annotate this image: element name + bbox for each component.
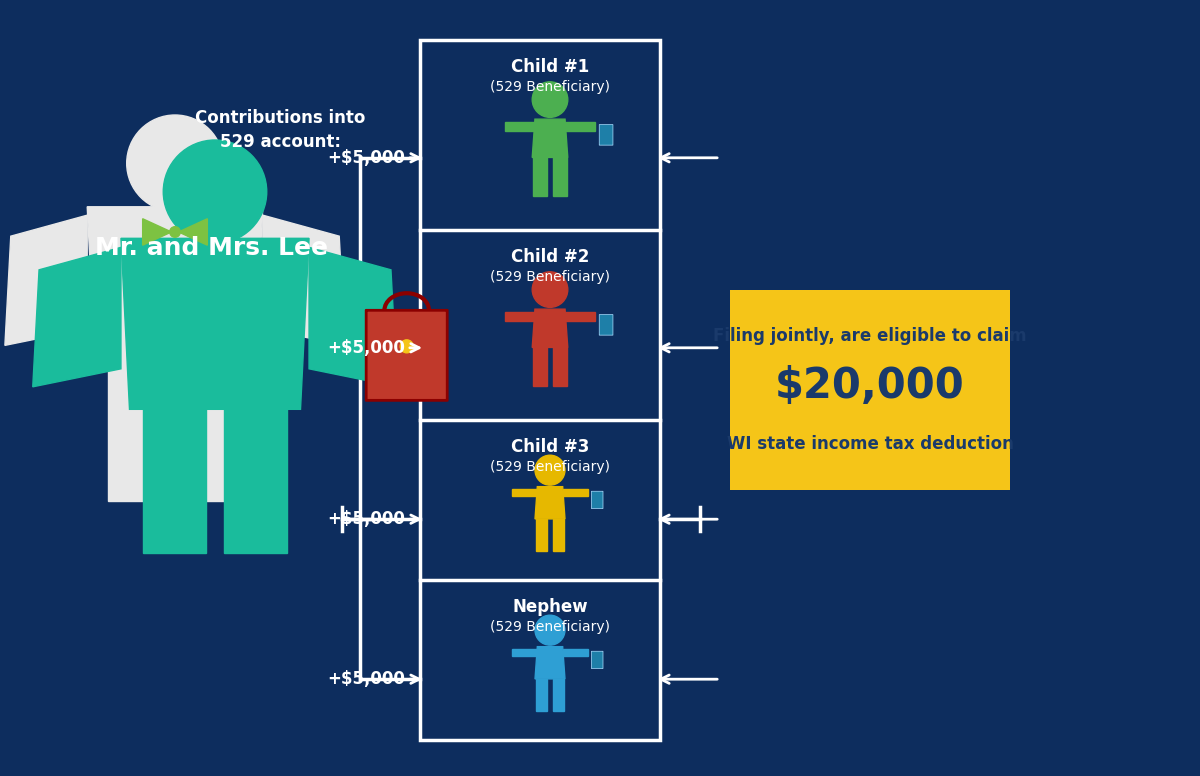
Text: +$5,000: +$5,000: [328, 670, 406, 688]
Text: Filing jointly, are eligible to claim: Filing jointly, are eligible to claim: [713, 327, 1027, 345]
Polygon shape: [512, 489, 538, 497]
Polygon shape: [32, 248, 121, 386]
Polygon shape: [563, 489, 588, 497]
FancyBboxPatch shape: [592, 651, 604, 669]
Text: (529 Beneficiary): (529 Beneficiary): [490, 620, 610, 634]
Polygon shape: [310, 248, 397, 386]
Polygon shape: [553, 679, 564, 711]
Polygon shape: [535, 646, 565, 679]
Polygon shape: [535, 519, 547, 551]
Text: Mr. and Mrs. Lee: Mr. and Mrs. Lee: [95, 236, 328, 260]
Polygon shape: [553, 158, 568, 196]
Polygon shape: [505, 312, 535, 320]
Polygon shape: [263, 215, 346, 345]
FancyBboxPatch shape: [599, 125, 613, 145]
Circle shape: [163, 140, 266, 244]
Polygon shape: [533, 348, 546, 386]
Text: +$5,000: +$5,000: [328, 149, 406, 167]
Polygon shape: [553, 519, 564, 551]
FancyBboxPatch shape: [599, 314, 613, 335]
Text: (529 Beneficiary): (529 Beneficiary): [490, 80, 610, 94]
Polygon shape: [565, 122, 595, 131]
Circle shape: [535, 456, 565, 485]
Polygon shape: [565, 312, 595, 320]
Text: Contributions into
529 account:: Contributions into 529 account:: [194, 109, 365, 151]
FancyBboxPatch shape: [366, 310, 448, 400]
Polygon shape: [143, 409, 206, 553]
Text: Child #3: Child #3: [511, 438, 589, 456]
Text: Child #2: Child #2: [511, 248, 589, 266]
Polygon shape: [184, 366, 242, 501]
Polygon shape: [143, 219, 172, 245]
Text: (529 Beneficiary): (529 Beneficiary): [490, 460, 610, 474]
Polygon shape: [533, 120, 568, 158]
Circle shape: [535, 615, 565, 645]
Polygon shape: [5, 215, 88, 345]
Polygon shape: [533, 309, 568, 348]
Polygon shape: [512, 649, 538, 656]
Circle shape: [127, 115, 223, 212]
Circle shape: [533, 272, 568, 307]
Circle shape: [401, 340, 413, 353]
Polygon shape: [533, 158, 546, 196]
Polygon shape: [224, 409, 287, 553]
Polygon shape: [121, 238, 310, 409]
Text: (529 Beneficiary): (529 Beneficiary): [490, 270, 610, 284]
Polygon shape: [535, 679, 547, 711]
Text: $20,000: $20,000: [775, 365, 965, 407]
Text: Child #1: Child #1: [511, 58, 589, 76]
Polygon shape: [88, 206, 263, 366]
Text: Nephew: Nephew: [512, 598, 588, 616]
Text: +$5,000: +$5,000: [328, 339, 406, 357]
Polygon shape: [535, 487, 565, 519]
Circle shape: [533, 81, 568, 117]
FancyBboxPatch shape: [592, 491, 604, 508]
Polygon shape: [505, 122, 535, 131]
Text: WI state income tax deduction: WI state income tax deduction: [726, 435, 1014, 453]
Circle shape: [169, 227, 180, 237]
Text: +$5,000: +$5,000: [328, 510, 406, 528]
Polygon shape: [563, 649, 588, 656]
FancyBboxPatch shape: [730, 290, 1010, 490]
Polygon shape: [108, 366, 167, 501]
Polygon shape: [553, 348, 568, 386]
Polygon shape: [179, 219, 208, 245]
